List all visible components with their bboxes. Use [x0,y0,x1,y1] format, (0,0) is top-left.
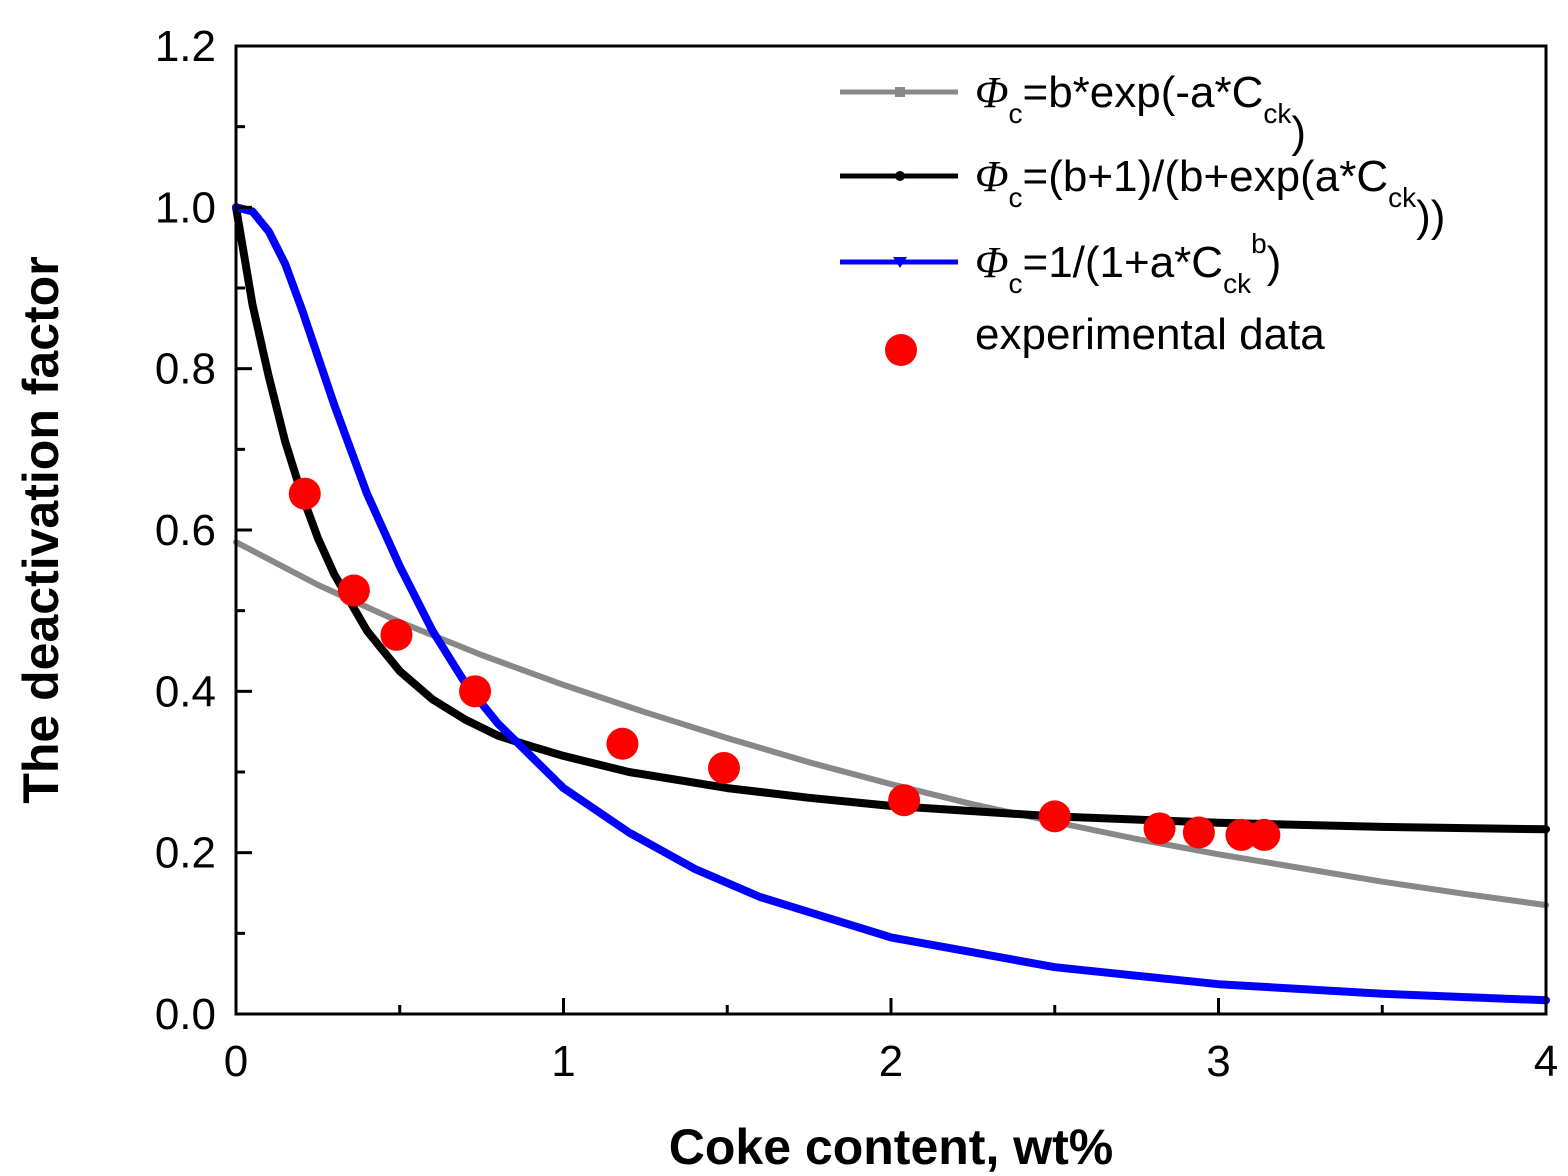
legend-item: Φc=(b+1)/(b+exp(a*Cck)) [840,152,1445,241]
series-1 [232,203,1550,834]
x-tick-label: 3 [1206,1037,1230,1086]
legend-marker [895,87,905,97]
x-tick-label: 4 [1534,1037,1558,1086]
legend-item: experimental data [885,310,1325,366]
legend-marker [893,257,907,268]
x-tick-label: 0 [224,1037,248,1086]
x-tick-label: 2 [879,1037,903,1086]
y-tick-label: 0.8 [155,345,216,394]
series-line [232,203,1550,834]
y-tick-label: 0.2 [155,829,216,878]
legend-label: experimental data [975,310,1325,359]
series-layer [232,203,1550,1005]
series-3 [288,477,1281,851]
ticks-layer: 0 1 2 3 4 0.0 0.2 0.4 0.6 0.8 1.0 1.2 [155,22,1558,1086]
data-point [1038,800,1071,833]
legend-label: Φc=(b+1)/(b+exp(a*Cck)) [975,152,1445,241]
y-tick-label: 0.6 [155,506,216,555]
y-tick-label: 0.0 [155,990,216,1039]
legend-label: Φc=1/(1+a*Cckb) [975,228,1281,299]
data-point [337,574,370,607]
legend-item: Φc=1/(1+a*Cckb) [840,228,1281,299]
data-point [459,675,492,708]
data-point [1225,818,1258,851]
legend-label: Φc=b*exp(-a*Cck) [975,68,1306,157]
data-point [707,751,740,784]
y-tick-label: 1.0 [155,183,216,232]
data-point [288,477,321,510]
legend-marker [885,334,917,366]
legend-marker [895,171,905,181]
legend-item: Φc=b*exp(-a*Cck) [840,68,1306,157]
series-0 [233,539,1549,909]
series-2 [232,203,1550,1005]
data-point [1143,812,1176,845]
data-point [380,618,413,651]
legend: Φc=b*exp(-a*Cck)Φc=(b+1)/(b+exp(a*Cck))Φ… [840,68,1445,366]
data-point [606,727,639,760]
y-tick-label: 1.2 [155,22,216,71]
series-line [233,539,1549,909]
y-tick-label: 0.4 [155,667,216,716]
data-point [1248,818,1281,851]
x-tick-label: 1 [551,1037,575,1086]
data-point [1182,816,1215,849]
y-axis-title: The deactivation factor [13,256,69,803]
data-point [888,784,921,817]
x-axis-title: Coke content, wt% [669,1119,1113,1175]
series-line [232,203,1550,1005]
